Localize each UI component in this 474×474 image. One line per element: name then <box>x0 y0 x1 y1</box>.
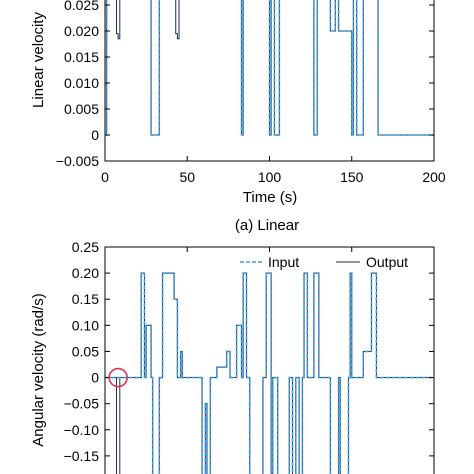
y-tick-label: 0.10 <box>72 317 99 333</box>
y-axis-title: Angular velocity (rad/s) <box>30 293 47 446</box>
series-line-input <box>105 272 434 474</box>
y-tick-label: 0.015 <box>64 49 99 65</box>
y-tick-label: −0.005 <box>56 153 99 169</box>
x-axis-title: Time (s) <box>243 189 297 206</box>
angular-velocity-chart: 0.25 0.20 0.15 0.10 0.05 0 −0.05 −0.10 −0.15 Ang… <box>30 239 435 474</box>
legend-input-label: Input <box>268 254 299 270</box>
highlight-circle <box>108 367 128 388</box>
x-tick-label: 200 <box>422 169 446 185</box>
y-axis-title: Linear velocity <box>30 12 47 108</box>
series-line-output <box>105 272 434 474</box>
y-tick-label: 0.010 <box>64 75 99 91</box>
y-tick-label: −0.15 <box>64 448 100 464</box>
y-tick-label: 0.005 <box>64 101 99 117</box>
y-tick-label: −0.10 <box>64 422 100 438</box>
data-lines <box>105 0 434 136</box>
x-tick-label: 50 <box>179 169 195 185</box>
y-axis-ticks: 0.25 0.20 0.15 0.10 0.05 0 −0.05 −0.10 −0.15 <box>64 239 434 464</box>
y-tick-label: 0 <box>91 127 99 143</box>
y-tick-label: 0.25 <box>72 239 99 255</box>
x-tick-label: 150 <box>340 169 364 185</box>
x-axis-ticks: 0 50 100 150 200 <box>101 156 446 185</box>
y-tick-label: −0.05 <box>64 396 100 412</box>
legend: Input Output <box>240 254 408 270</box>
y-axis-ticks: 0.025 0.020 0.015 0.010 0.005 0 −0.005 <box>56 0 434 169</box>
x-tick-label: 100 <box>258 169 282 185</box>
y-tick-label: 0.020 <box>64 23 99 39</box>
y-tick-label: 0.025 <box>64 0 99 13</box>
plot-frame <box>104 246 435 474</box>
y-tick-label: 0.20 <box>72 265 99 281</box>
data-lines <box>105 272 434 474</box>
x-axis-ticks <box>104 247 435 252</box>
panel-caption: (a) Linear <box>235 217 299 234</box>
legend-output-label: Output <box>366 254 408 270</box>
y-tick-label: 0.05 <box>72 343 99 359</box>
y-tick-label: 0 <box>91 370 99 386</box>
y-tick-label: 0.15 <box>72 291 99 307</box>
x-tick-label: 0 <box>101 169 109 185</box>
